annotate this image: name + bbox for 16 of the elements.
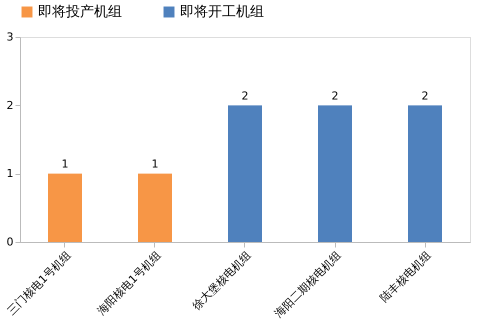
legend-label: 即将投产机组 bbox=[38, 4, 122, 20]
data-label: 1 bbox=[62, 158, 68, 171]
y-tick-label: 0 bbox=[6, 236, 14, 248]
legend-label: 即将开工机组 bbox=[180, 4, 264, 20]
y-tick-label: 3 bbox=[6, 30, 14, 44]
data-label: 2 bbox=[242, 89, 248, 102]
x-tick-label: 徐大堡核电机组 bbox=[190, 248, 254, 312]
data-label: 1 bbox=[152, 158, 158, 171]
x-tick-label: 海阳二期核电机组 bbox=[272, 248, 344, 320]
x-tick-label: 三门核电1号机组 bbox=[4, 248, 74, 318]
x-tick-label: 陆丰核电机组 bbox=[378, 248, 434, 305]
x-tick-label: 海阳核电1号机组 bbox=[94, 248, 164, 318]
y-tick-label: 2 bbox=[6, 98, 14, 112]
y-tick-label: 1 bbox=[6, 167, 14, 180]
data-label: 2 bbox=[422, 89, 428, 102]
data-label: 2 bbox=[332, 89, 338, 102]
